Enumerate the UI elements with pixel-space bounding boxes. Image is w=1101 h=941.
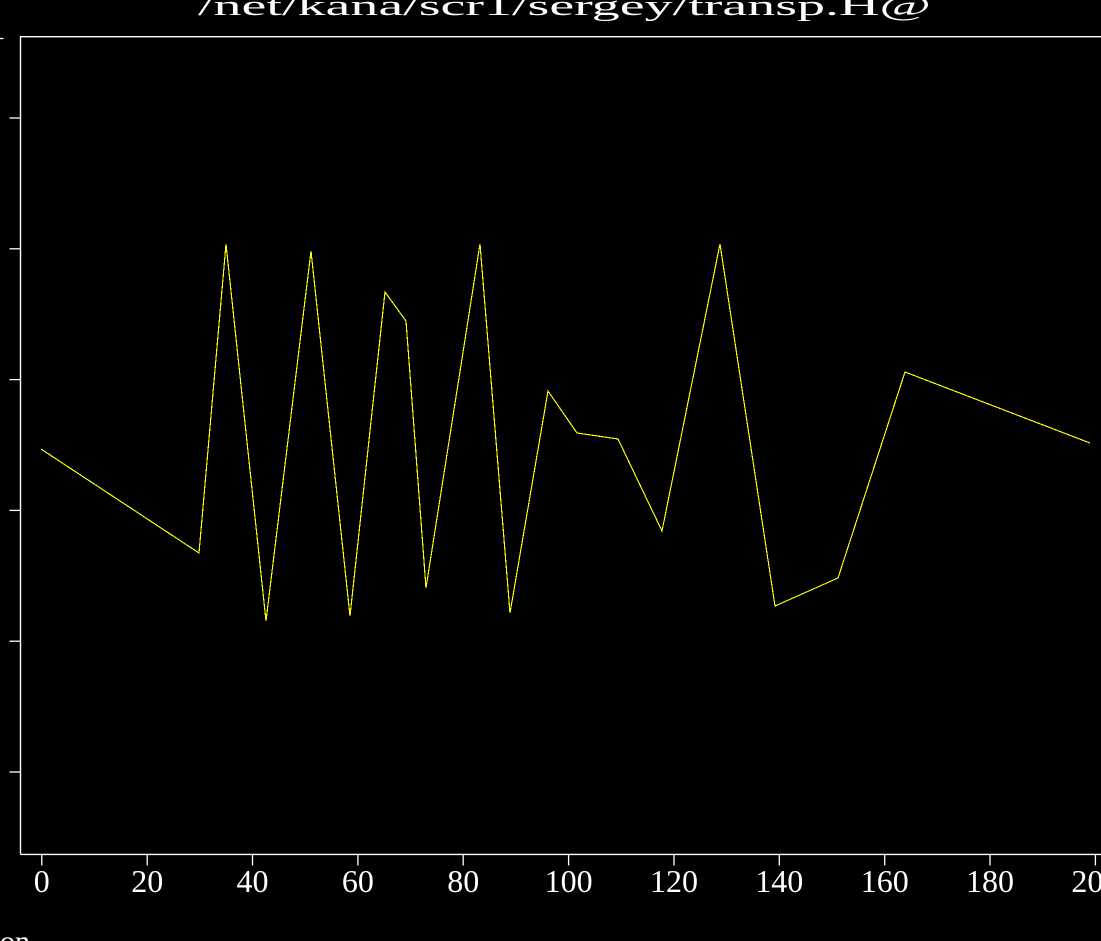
svg-text:0: 0 xyxy=(34,863,50,899)
svg-text:60: 60 xyxy=(342,863,374,899)
svg-text:100: 100 xyxy=(545,863,593,899)
svg-text:20: 20 xyxy=(131,863,163,899)
svg-text:200: 200 xyxy=(1071,863,1101,899)
svg-text:/net/kana/scr1/sergey/transp.H: /net/kana/scr1/sergey/transp.H@ xyxy=(198,0,931,22)
svg-text:160: 160 xyxy=(861,863,909,899)
svg-text:40: 40 xyxy=(237,863,269,899)
svg-text:180: 180 xyxy=(966,863,1014,899)
svg-text:80: 80 xyxy=(447,863,479,899)
svg-text:120: 120 xyxy=(650,863,698,899)
svg-text:140: 140 xyxy=(755,863,803,899)
